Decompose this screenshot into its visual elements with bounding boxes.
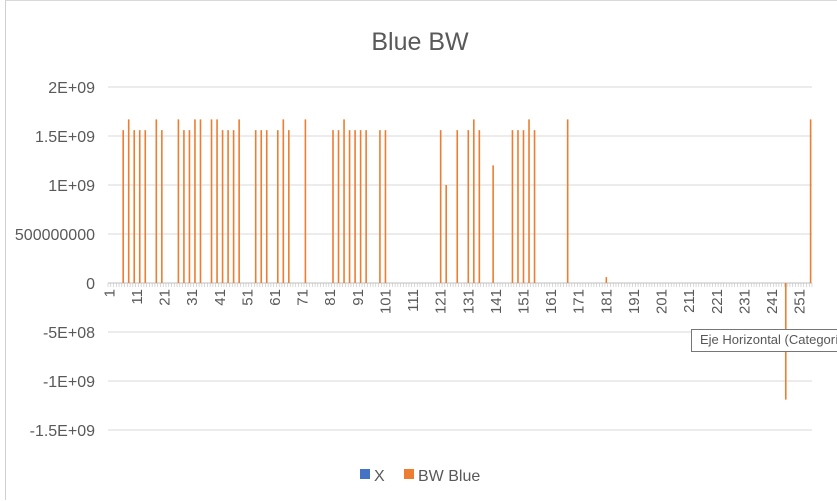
x-tick-label: 41 [212, 289, 229, 306]
x-tick-label: 31 [184, 289, 201, 306]
x-tick-label: 1 [101, 289, 118, 297]
y-tick-label: 500000000 [15, 227, 95, 244]
x-tick-label: 61 [267, 289, 284, 306]
x-tick-label: 201 [654, 289, 671, 314]
legend-swatch-bw-blue [404, 469, 414, 479]
x-tick-label: 71 [295, 289, 312, 306]
x-tick-label: 141 [488, 289, 505, 314]
x-tick-label: 211 [681, 289, 698, 313]
x-tick-label: 101 [377, 289, 394, 314]
y-tick-label: 1E+09 [48, 178, 95, 195]
y-tick-label: -5E+08 [43, 325, 95, 342]
y-tick-label: 1.5E+09 [35, 129, 95, 146]
y-tick-label: 2E+09 [48, 80, 95, 97]
x-tick-label: 181 [598, 289, 615, 314]
x-tick-label: 151 [515, 289, 532, 314]
x-tick-label: 11 [129, 289, 146, 305]
gridlines [108, 86, 812, 431]
legend: X BW Blue [360, 468, 480, 485]
chart-area[interactable] [5, 0, 837, 500]
y-tick-label: -1E+09 [43, 374, 95, 391]
x-tick-label: 161 [543, 289, 560, 314]
x-tick-label: 21 [157, 289, 174, 306]
x-axis[interactable]: 1 11 21 31 41 51 61 71 81 91 101 111 121 131 141 151 161… [101, 283, 813, 314]
series-bw-blue[interactable] [122, 119, 812, 400]
x-tick-label: 171 [571, 289, 588, 314]
x-tick-label: 241 [764, 289, 781, 314]
legend-label-bw-blue: BW Blue [418, 468, 480, 485]
x-tick-label: 221 [709, 289, 726, 314]
x-tick-label: 51 [239, 289, 256, 306]
legend-swatch-x [360, 469, 370, 479]
x-tick-label: 231 [736, 289, 753, 314]
x-tick-label: 251 [792, 289, 809, 314]
x-tick-label: 111 [405, 289, 422, 312]
y-tick-label: 0 [86, 276, 95, 293]
chart-title: Blue BW [371, 28, 469, 56]
y-axis: 2E+09 1.5E+09 1E+09 500000000 0 -5E+08 -1E+09 -… [15, 80, 95, 440]
x-tick-label: 191 [626, 289, 643, 314]
x-tick-label: 131 [460, 289, 477, 314]
legend-label-x: X [374, 468, 385, 485]
y-tick-label: -1.5E+09 [30, 423, 95, 440]
x-tick-label: 91 [350, 289, 367, 306]
x-tick-label: 81 [322, 289, 339, 306]
x-tick-label: 121 [433, 289, 450, 314]
